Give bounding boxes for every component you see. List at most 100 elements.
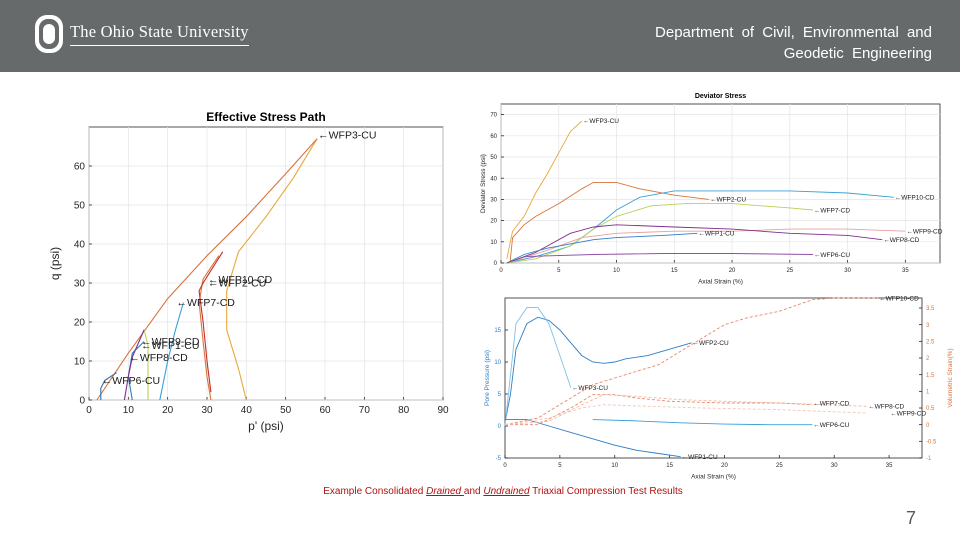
series-label: ←WFP6-CU (813, 422, 849, 429)
y-tick-label: 0 (79, 396, 85, 407)
y-tick-label: 15 (494, 328, 501, 334)
y-right-tick-label: 0.5 (926, 406, 935, 412)
series-line (159, 302, 184, 401)
y-right-axis-label: Volumetric Strain(%) (947, 348, 954, 407)
series-label: ←WFP7-CD (814, 207, 850, 214)
caption-undrained: Undrained (483, 486, 530, 497)
x-tick-label: 30 (831, 463, 838, 469)
y-right-tick-label: 1.5 (926, 373, 935, 379)
x-tick-label: 70 (359, 405, 371, 416)
series-line (505, 419, 681, 458)
y-axis-label: q (psi) (48, 247, 62, 280)
series-line (504, 297, 879, 426)
series-label: ←WFP9-CD (141, 336, 200, 348)
chart-title: Deviator Stress (695, 93, 746, 100)
y-right-tick-label: 0 (926, 423, 930, 429)
page-number: 7 (905, 508, 916, 528)
series-line (509, 181, 709, 261)
y-tick-label: 10 (74, 357, 86, 368)
y-tick-label: 10 (494, 360, 501, 366)
series-line (504, 316, 692, 423)
department-line-2: Geodetic Engineering (783, 45, 932, 62)
x-tick-label: 40 (241, 405, 253, 416)
series-line (198, 255, 220, 401)
series-line (198, 251, 224, 393)
series-label: ←WFP10-CD (895, 195, 935, 202)
series-label: ←WFP1-CU (682, 454, 718, 461)
x-tick-label: 10 (611, 463, 618, 469)
x-tick-label: 0 (503, 463, 507, 469)
y-tick-label: -5 (496, 456, 502, 462)
university-name: The Ohio State University (70, 22, 249, 46)
series-label: ←WFP7-CD (813, 400, 849, 407)
series-label: ←WFP1-CU (141, 340, 199, 352)
y-axis-label: Deviator Stress (psi) (480, 154, 487, 213)
x-tick-label: 5 (558, 463, 562, 469)
y-right-tick-label: -1 (926, 456, 932, 462)
department-name: Department of Civil, Environmental and G… (612, 22, 932, 64)
ohio-state-logo-icon (35, 15, 63, 53)
series-label: ←WFP3-CU (572, 385, 608, 392)
x-tick-label: 20 (162, 405, 174, 416)
y-tick-label: 0 (498, 424, 502, 430)
series-line (143, 329, 149, 400)
y-right-tick-label: 3 (926, 323, 930, 329)
y-tick-label: 20 (490, 219, 497, 225)
x-axis-label: Axial Strain (%) (691, 474, 736, 481)
y-tick-label: 0 (494, 261, 498, 267)
series-label: ←WFP7-CD (177, 297, 236, 309)
x-axis-label: Axial Strain (%) (698, 279, 743, 286)
series-line (504, 394, 868, 426)
series-line (504, 404, 868, 426)
caption-and: and (463, 486, 484, 497)
series-label: ←WFP2-CU (693, 340, 729, 347)
x-tick-label: 35 (902, 268, 909, 274)
y-right-tick-label: 1 (926, 389, 930, 395)
series-line (506, 203, 813, 264)
y-tick-label: 40 (490, 176, 497, 182)
y-right-tick-label: 2.5 (926, 339, 935, 345)
x-tick-label: 15 (671, 268, 678, 274)
x-tick-label: 5 (557, 268, 561, 274)
x-tick-label: 25 (776, 463, 783, 469)
series-line (96, 138, 318, 401)
x-tick-label: 0 (499, 268, 503, 274)
y-tick-label: 10 (490, 240, 497, 246)
series-line (504, 307, 572, 427)
caption-suffix: Triaxial Compression Test Results (529, 486, 683, 497)
y-tick-label: 60 (490, 134, 497, 140)
series-label: ←WFP8-CD (883, 237, 919, 244)
y-axis-label: Pore Pressure (psi) (484, 350, 491, 406)
y-right-tick-label: 3.5 (926, 306, 935, 312)
series-line (506, 224, 883, 264)
x-tick-label: 30 (201, 405, 213, 416)
x-tick-label: 80 (398, 405, 410, 416)
series-label: ←WFP1-CU (698, 231, 734, 238)
y-tick-label: 5 (498, 392, 502, 398)
caption-prefix: Example Consolidated (323, 486, 427, 497)
y-tick-label: 30 (74, 279, 86, 290)
series-line (524, 253, 813, 258)
series-label: ←WFP10-CD (879, 295, 919, 302)
x-tick-label: 50 (280, 405, 292, 416)
x-tick-label: 35 (886, 463, 893, 469)
series-label: ←WFP6-CU (814, 252, 850, 259)
series-line (123, 329, 145, 401)
series-label: ←WFP8-CD (868, 404, 904, 411)
y-tick-label: 30 (490, 198, 497, 204)
y-tick-label: 50 (490, 155, 497, 161)
x-tick-label: 60 (319, 405, 331, 416)
series-label: ←WFP9-CD (906, 228, 942, 235)
y-tick-label: 20 (74, 318, 86, 329)
series-line (506, 190, 894, 264)
x-tick-label: 0 (86, 405, 92, 416)
x-tick-label: 30 (844, 268, 851, 274)
series-line (100, 372, 117, 400)
y-right-tick-label: 2 (926, 356, 930, 362)
series-line (226, 138, 318, 401)
y-right-tick-label: -0.5 (926, 439, 937, 445)
y-tick-label: 50 (74, 201, 86, 212)
x-axis-label: p' (psi) (248, 419, 284, 433)
figure-caption: Example Consolidated Drained and Undrain… (0, 486, 960, 497)
